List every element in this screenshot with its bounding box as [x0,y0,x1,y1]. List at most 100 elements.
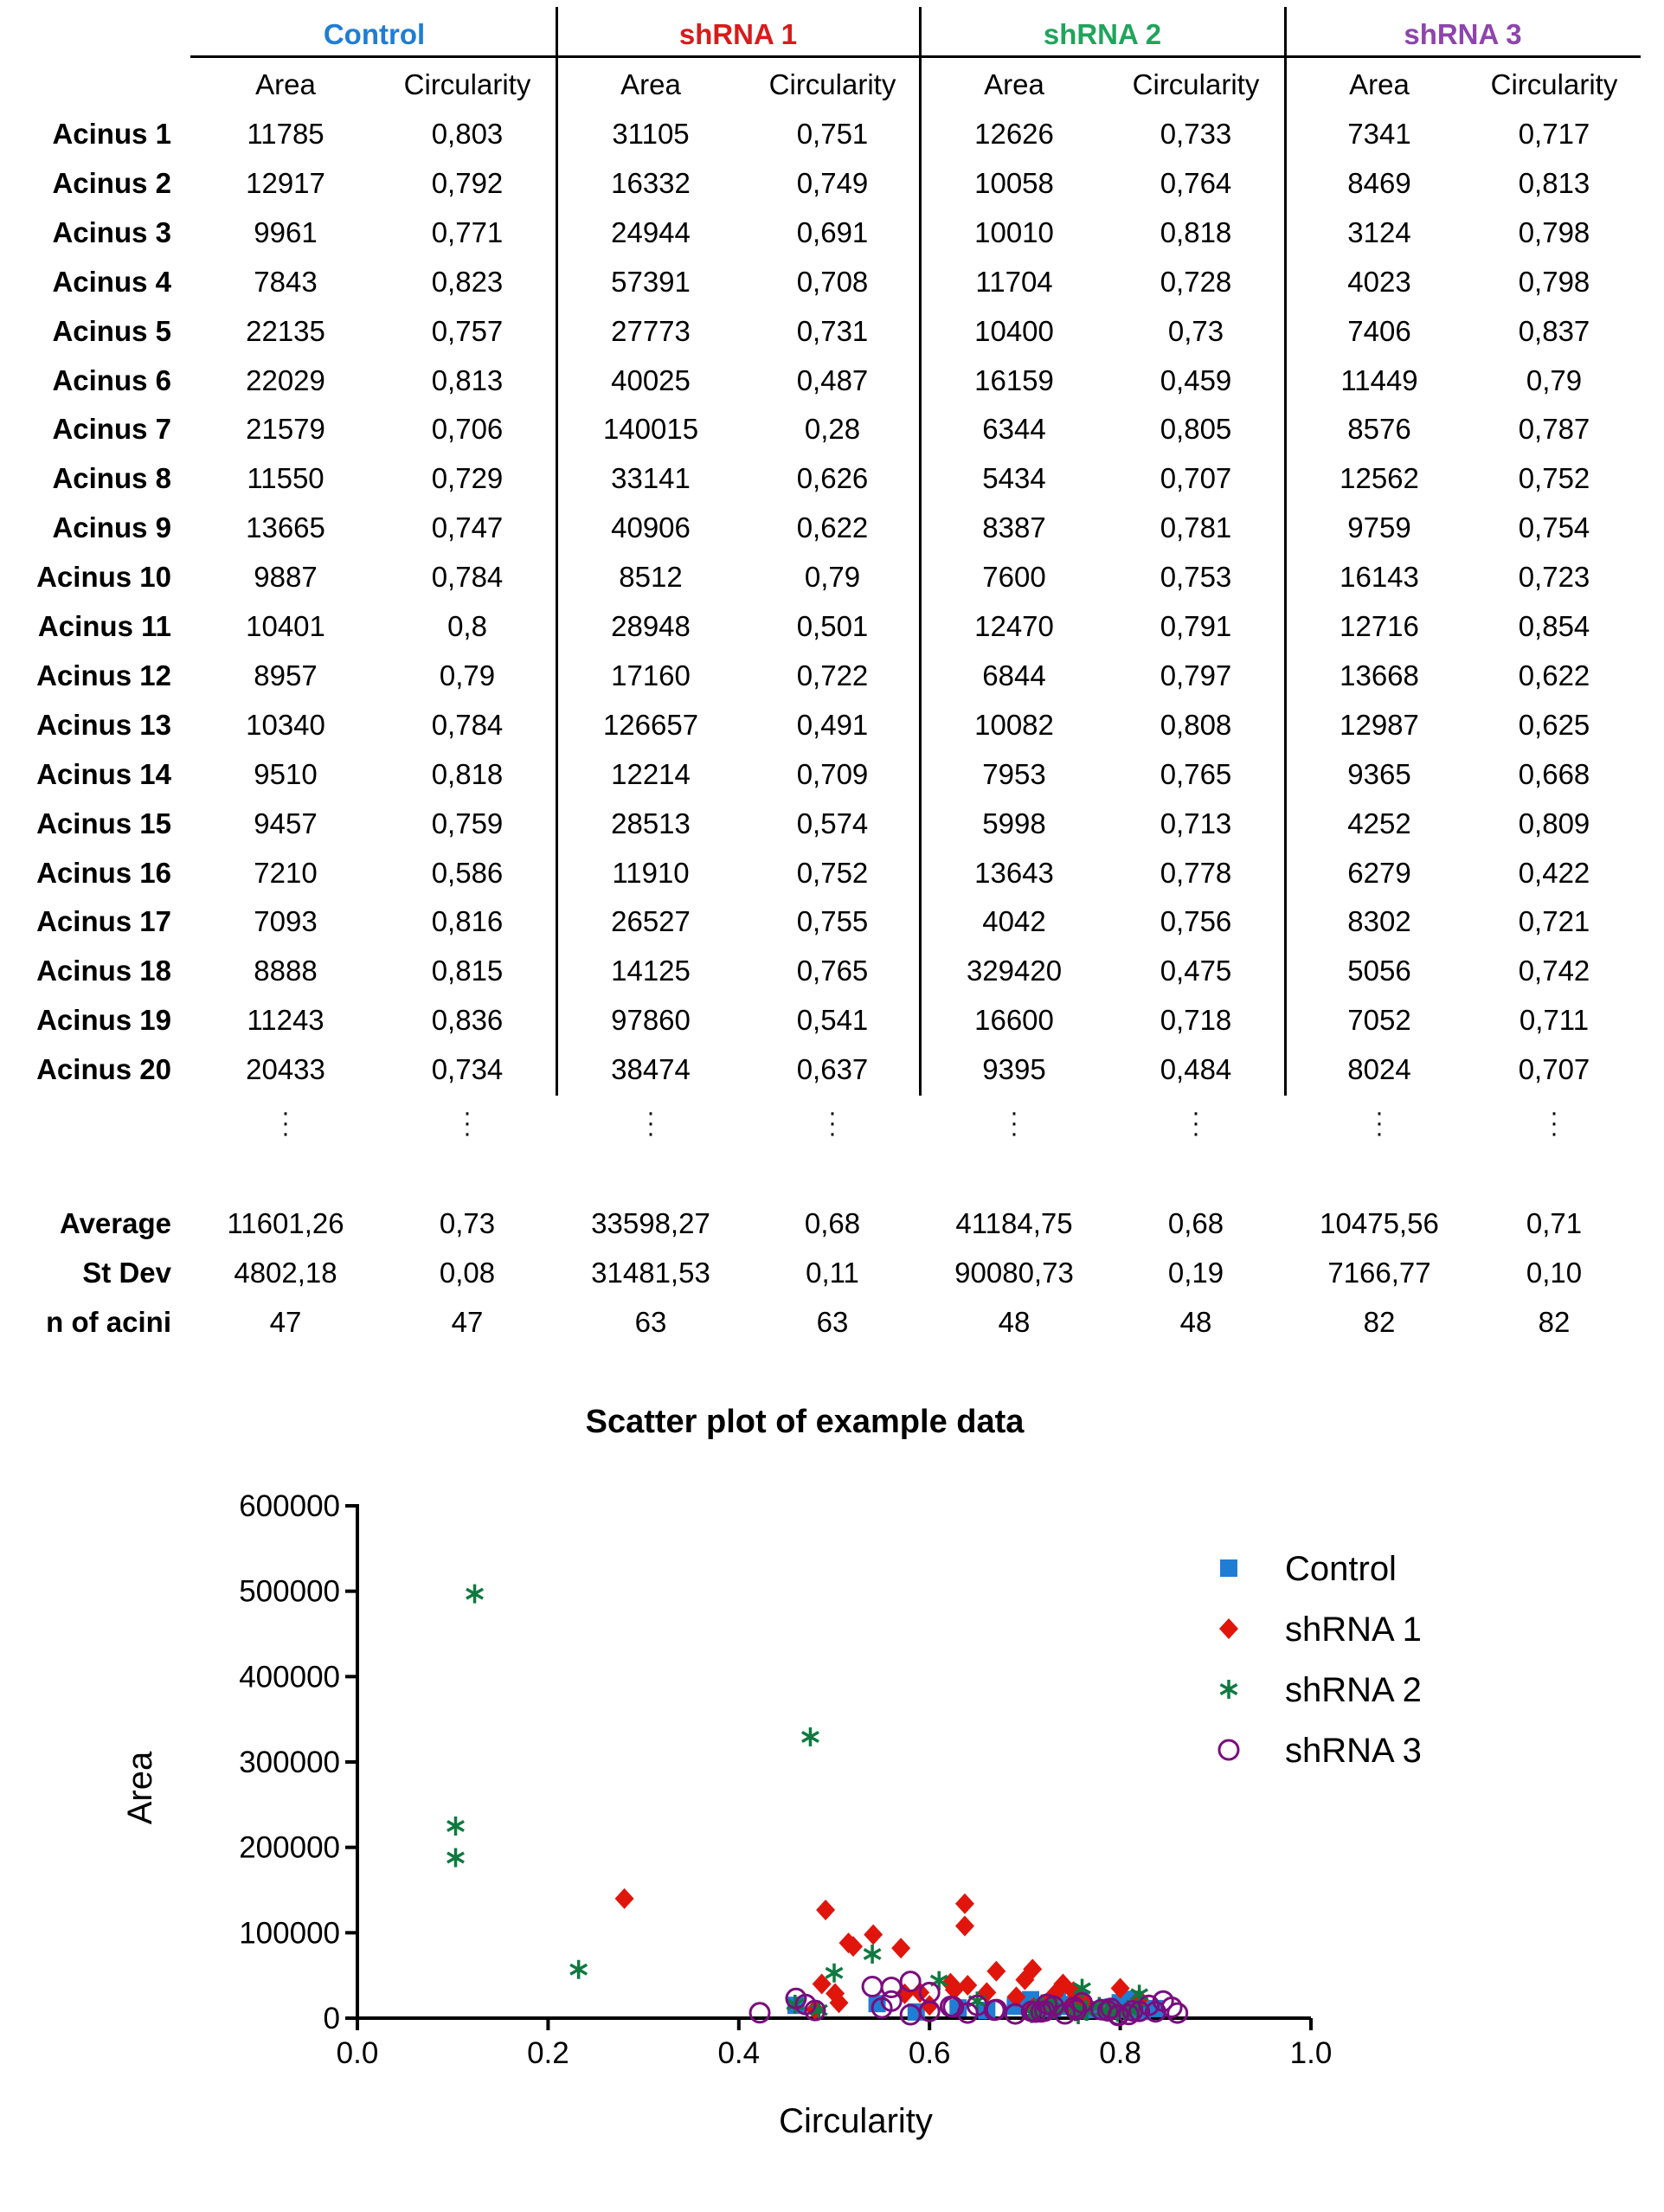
data-point-shrna-2 [825,1963,844,1983]
table-cell: 12917 [246,166,325,199]
table-cell: 0,818 [431,757,504,790]
summary-cell: 11601,26 [227,1207,344,1239]
summary-cell: 47 [269,1305,302,1338]
table-cell: 0,787 [1518,413,1590,446]
ellipsis-marker: · · · [463,1098,472,1148]
table-cell: 0,8 [447,610,487,642]
data-point-shrna-1 [864,1924,883,1945]
table-cell: 22135 [246,314,325,347]
y-tick-label: 600000 [239,1489,340,1523]
table-cell: 8302 [1347,905,1411,938]
table-cell: 7052 [1347,1004,1411,1037]
table-cell: 0,28 [804,413,861,446]
table-cell: 0,837 [1518,314,1590,347]
table-cell: 10400 [974,314,1054,347]
column-subheader: Circularity [1132,68,1260,100]
summary-label: St Dev [82,1256,171,1289]
column-subheader: Area [984,68,1044,100]
summary-cell: 82 [1538,1305,1571,1338]
table-cell: 22029 [246,363,325,396]
table-cell: 0,747 [431,511,504,544]
table-cell: 13665 [246,511,325,544]
table-cell: 7953 [982,757,1046,790]
data-point-shrna-2 [447,1817,465,1836]
table-cell: 26527 [611,905,691,938]
data-point-shrna-3 [899,1971,922,1993]
summary-label: n of acini [46,1305,171,1338]
data-point-shrna-3 [1004,2003,1026,2025]
table-cell: 11704 [975,265,1053,298]
table-cell: 0,622 [1518,659,1590,691]
table-cell: 8469 [1347,166,1411,199]
table-cell: 11243 [247,1004,324,1037]
table-cell: 0,626 [796,462,869,495]
x-tick-label: 0.2 [527,2036,569,2070]
table-cell: 0,854 [1518,610,1590,642]
x-axis-title: Circularity [779,2102,933,2140]
table-cell: 13643 [974,856,1054,889]
data-point-shrna-2 [1073,1978,1091,1998]
table-cell: 0,422 [1518,856,1590,889]
table-cell: 0,717 [1518,118,1590,150]
table-cell: 12214 [611,757,691,790]
summary-cell: 63 [634,1305,667,1338]
table-cell: 9365 [1347,757,1411,790]
table-cell: 0,706 [431,413,504,446]
table-cell: 0,755 [796,905,869,938]
summary-cell: 31481,53 [591,1256,710,1289]
table-cell: 0,752 [1518,462,1590,495]
summary-cell: 10475,56 [1320,1207,1439,1239]
summary-cell: 41184,75 [955,1207,1073,1239]
legend-label: shRNA 1 [1285,1611,1422,1649]
table-cell: 21579 [246,413,325,446]
data-point-shrna-1 [944,1979,964,2001]
data-point-shrna-1 [816,1900,836,1921]
data-point-shrna-2 [447,1848,465,1868]
data-point-shrna-3 [899,2003,922,2026]
table-cell: 126657 [602,708,699,741]
table-cell: 0,771 [431,215,504,248]
x-tick-label: 0.4 [717,2036,760,2070]
legend-label: Control [1285,1550,1397,1588]
row-label: Acinus 3 [52,215,171,248]
summary-cell: 47 [451,1305,484,1338]
table-cell: 0,79 [1526,363,1583,396]
x-tick-label: 0.6 [909,2036,951,2070]
table-cell: 0,816 [431,905,504,938]
table-cell: 0,754 [1518,511,1590,544]
data-point-shrna-1 [829,1992,849,2014]
table-cell: 11910 [612,856,690,889]
table-cell: 7406 [1347,314,1411,347]
scatter-chart: 0 100000 200000 300000 400000 500000 600000 0.0… [121,1489,1422,2140]
table-cell: 0,805 [1160,413,1232,446]
table-cell: 0,731 [796,314,869,347]
data-point-shrna-3 [804,1999,826,2022]
table-cell: 0,809 [1518,807,1590,839]
x-tick-label: 0.8 [1099,2036,1141,2070]
table-cell: 5434 [982,462,1046,495]
column-divider [1284,7,1287,1096]
y-tick-label: 200000 [239,1831,340,1865]
header-rule [190,55,1641,58]
ellipsis-marker: · · · [828,1098,837,1148]
summary-cell: 0,71 [1526,1207,1583,1239]
data-point-shrna-2 [569,1959,588,1979]
column-subheader: Area [255,68,316,100]
table-cell: 17160 [611,659,691,691]
table-cell: 57391 [611,265,691,298]
summary-cell: 0,11 [806,1256,859,1289]
summary-cell: 33598,27 [591,1207,710,1239]
table-cell: 0,722 [796,659,869,691]
row-label: Acinus 10 [36,561,171,594]
summary-cell: 63 [816,1305,849,1338]
table-cell: 0,574 [796,807,869,839]
row-label: Acinus 17 [36,905,171,938]
group-header: shRNA 1 [678,18,798,50]
data-point-shrna-3 [1166,2002,1189,2024]
data-point-shrna-1 [614,1887,634,1909]
summary-cell: 48 [1179,1305,1212,1338]
table-cell: 11449 [1340,363,1418,396]
table-cell: 0,721 [1518,905,1590,938]
table-cell: 10401 [246,610,325,642]
table-cell: 20433 [246,1053,325,1086]
